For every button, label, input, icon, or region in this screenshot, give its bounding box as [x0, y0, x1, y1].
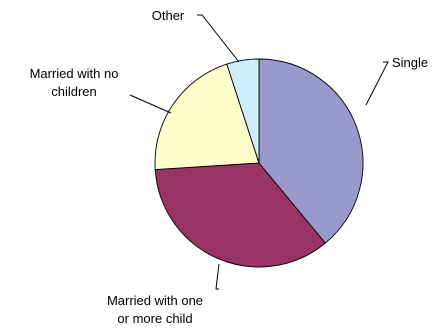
leader-line-married-with-no-children — [129, 94, 172, 114]
pie-slice-single — [258, 58, 364, 244]
slice-label-other: Other — [152, 8, 185, 23]
pie-slices — [154, 58, 364, 268]
pie-slice-married-with-no-children — [154, 63, 260, 171]
leader-line-other — [197, 14, 240, 63]
leader-line-single — [365, 61, 389, 106]
slice-label-married-with-one-or-more-child: Married with one or more child — [107, 293, 203, 326]
leader-line-married-with-one-or-more-child — [215, 263, 220, 290]
slice-label-married-with-no-children: Married with no children — [30, 66, 119, 99]
slice-label-single: Single — [392, 55, 428, 70]
pie-labels: Single Married with one or more child Marri… — [30, 8, 429, 326]
pie-slice-married-with-one-or-more-child — [154, 162, 326, 268]
pie-slice-other — [226, 58, 260, 164]
